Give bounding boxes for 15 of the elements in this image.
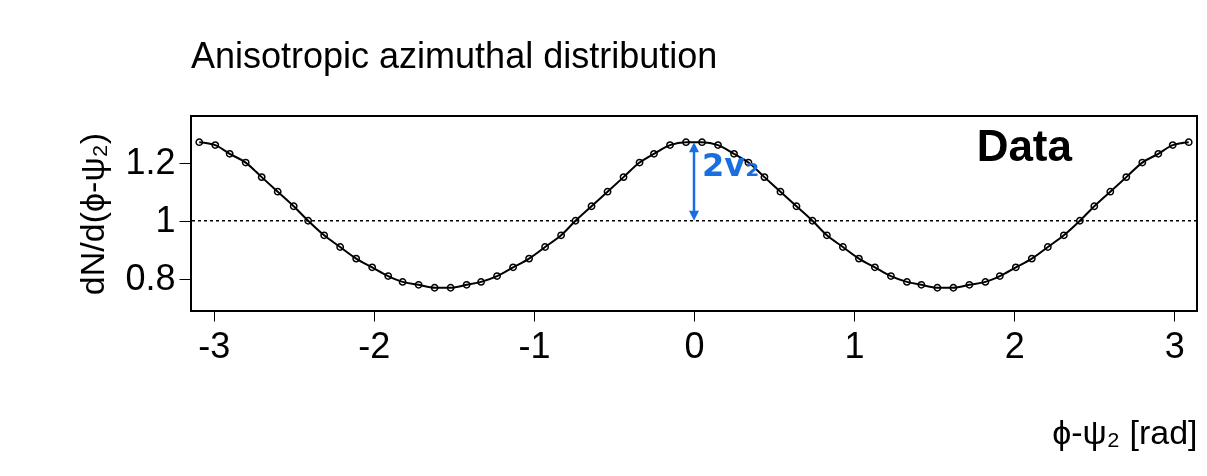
x-tick-label: 2 — [1004, 324, 1025, 366]
x-tick-label: -3 — [198, 324, 231, 366]
annotation: 2v₂ — [702, 146, 760, 184]
x-tick-label: 3 — [1164, 324, 1185, 366]
chart-title: Anisotropic azimuthal distribution — [191, 35, 718, 76]
y-tick-label: 0.8 — [125, 257, 176, 299]
x-tick-label: -1 — [518, 324, 551, 366]
y-tick-label: 1 — [155, 199, 176, 241]
x-tick-label: -2 — [358, 324, 391, 366]
y-axis-title: dN/d(ϕ-ψ₂) — [73, 132, 112, 296]
x-tick-label: 1 — [844, 324, 865, 366]
x-tick-label: 0 — [684, 324, 705, 366]
annotation: Data — [976, 121, 1073, 170]
y-tick-label: 1.2 — [125, 141, 176, 183]
x-axis-title: ϕ-ψ₂ [rad] — [1052, 412, 1198, 451]
